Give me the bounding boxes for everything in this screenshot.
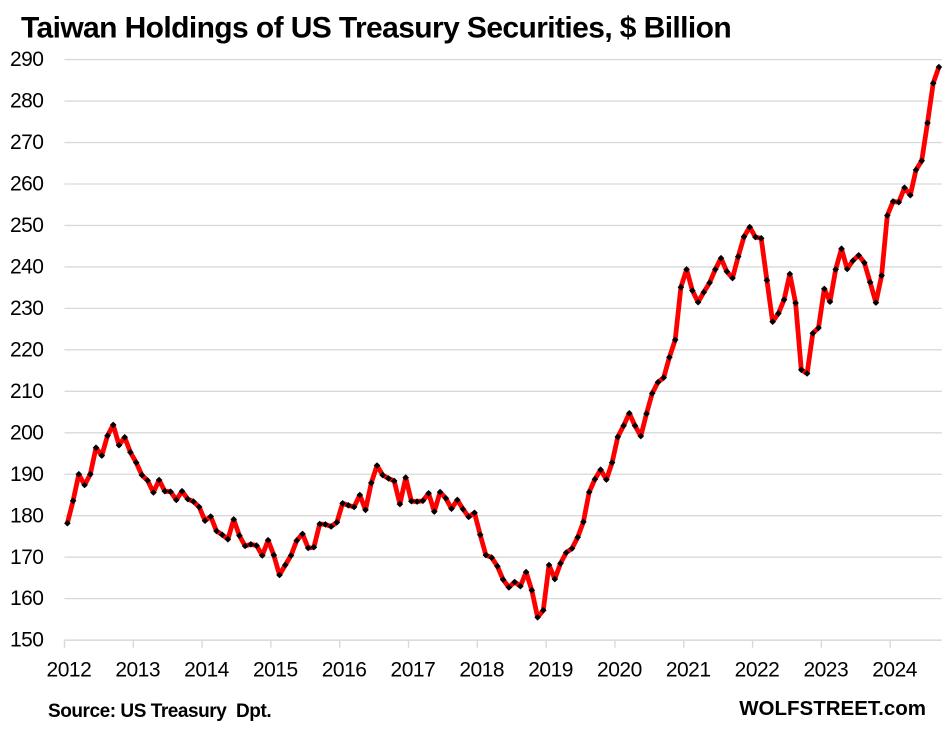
svg-text:2022: 2022 <box>735 659 780 682</box>
svg-text:2012: 2012 <box>47 659 92 682</box>
svg-text:WOLFSTREET.com: WOLFSTREET.com <box>739 697 926 720</box>
svg-text:290: 290 <box>10 48 44 71</box>
svg-text:220: 220 <box>10 338 44 361</box>
svg-text:2017: 2017 <box>391 659 436 682</box>
svg-text:2023: 2023 <box>803 659 848 682</box>
svg-text:2015: 2015 <box>253 659 298 682</box>
svg-text:280: 280 <box>10 90 44 113</box>
svg-text:170: 170 <box>10 546 44 569</box>
svg-text:250: 250 <box>10 214 44 237</box>
svg-text:2020: 2020 <box>597 659 642 682</box>
svg-text:Taiwan Holdings of US Treasury: Taiwan Holdings of US Treasury Securitie… <box>21 12 731 45</box>
svg-text:260: 260 <box>10 173 44 196</box>
svg-text:150: 150 <box>10 629 44 652</box>
svg-text:200: 200 <box>10 421 44 444</box>
svg-text:Source: US Treasury Dpt.: Source: US Treasury Dpt. <box>48 701 271 722</box>
svg-text:2024: 2024 <box>872 659 918 682</box>
svg-text:2016: 2016 <box>322 659 367 682</box>
svg-text:190: 190 <box>10 463 44 486</box>
svg-text:270: 270 <box>10 131 44 154</box>
svg-text:210: 210 <box>10 380 44 403</box>
svg-text:230: 230 <box>10 297 44 320</box>
svg-text:2019: 2019 <box>528 659 573 682</box>
svg-text:160: 160 <box>10 587 44 610</box>
svg-text:180: 180 <box>10 504 44 527</box>
svg-text:2021: 2021 <box>666 659 711 682</box>
svg-text:240: 240 <box>10 256 44 279</box>
svg-text:2018: 2018 <box>459 659 504 682</box>
svg-text:2013: 2013 <box>115 659 160 682</box>
svg-text:2014: 2014 <box>184 659 230 682</box>
